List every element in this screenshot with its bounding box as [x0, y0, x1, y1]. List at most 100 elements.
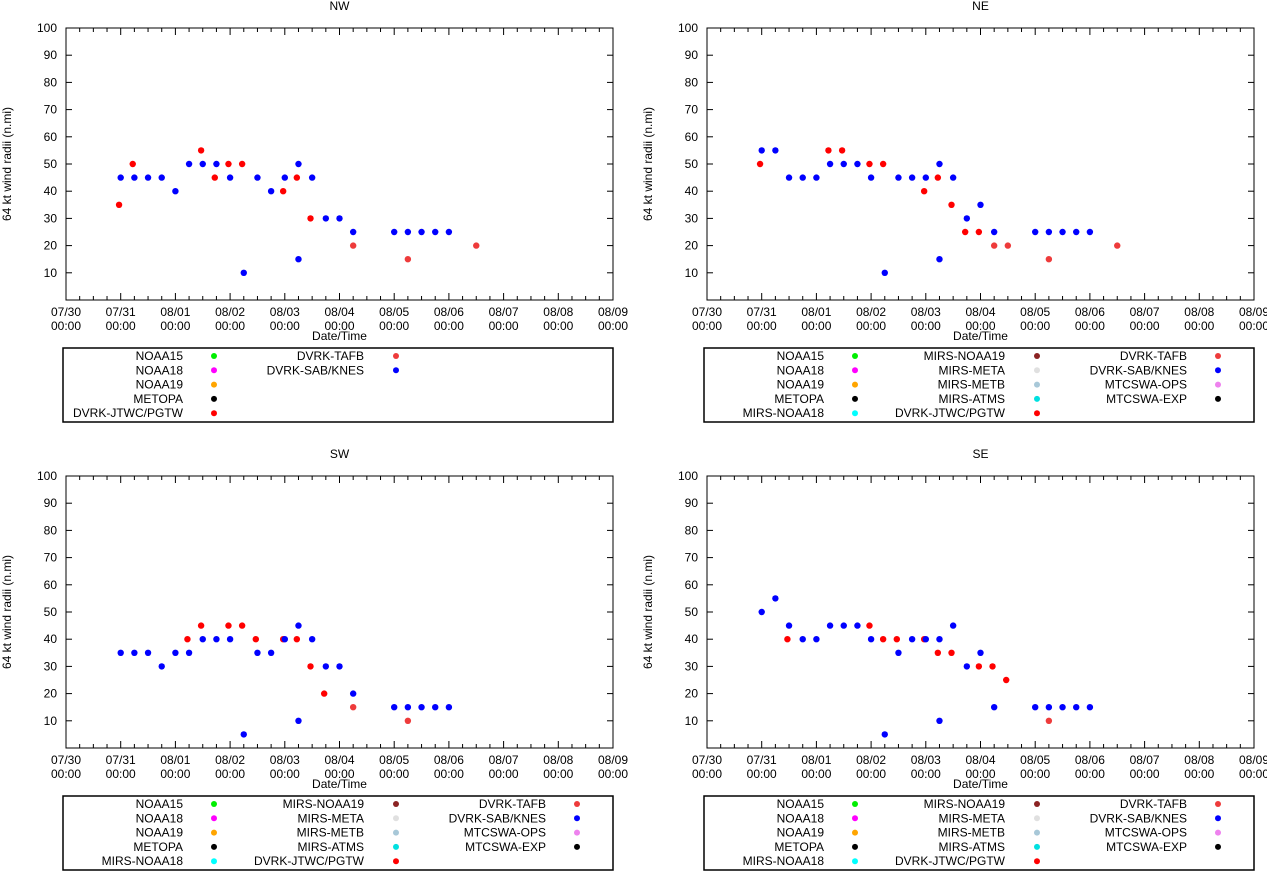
x-tick-label-time: 00:00	[1184, 319, 1214, 333]
x-tick-label-date: 08/07	[1130, 753, 1160, 767]
data-point	[211, 174, 218, 181]
x-tick-label-time: 00:00	[379, 319, 409, 333]
y-tick-label: 10	[44, 714, 58, 728]
y-tick-label: 30	[685, 211, 699, 225]
legend-label: NOAA15	[136, 797, 184, 811]
x-tick-label-time: 00:00	[160, 319, 190, 333]
legend-label: MTCSWA-EXP	[465, 840, 546, 854]
data-point	[934, 174, 942, 181]
data-point	[295, 622, 302, 629]
x-tick-label-date: 08/03	[911, 753, 941, 767]
x-tick-label-time: 00:00	[1130, 767, 1160, 781]
y-tick-label: 20	[44, 239, 58, 253]
legend-label: MIRS-NOAA19	[924, 797, 1006, 811]
legend-label: MIRS-ATMS	[298, 840, 364, 854]
legend-marker	[211, 858, 217, 865]
x-tick-label-time: 00:00	[489, 319, 519, 333]
legend-marker	[393, 858, 399, 865]
x-tick-label-date: 08/09	[1239, 753, 1267, 767]
data-point	[252, 636, 260, 643]
legend-label: MIRS-ATMS	[939, 840, 1005, 854]
y-tick-label: 90	[44, 496, 58, 510]
x-tick-label-date: 08/03	[270, 753, 300, 767]
legend-marker	[1034, 815, 1040, 822]
x-tick-label-time: 00:00	[1075, 319, 1105, 333]
x-tick-label-time: 00:00	[856, 319, 886, 333]
x-tick-label-date: 08/08	[543, 305, 573, 319]
data-point	[1004, 242, 1012, 249]
x-tick-label-time: 00:00	[434, 319, 464, 333]
y-axis-label: 64 kt wind radii (n.mi)	[641, 107, 655, 221]
data-point	[854, 622, 861, 629]
legend-marker	[852, 843, 858, 850]
x-tick-label-date: 08/09	[598, 753, 628, 767]
legend-box	[62, 347, 614, 423]
data-point	[990, 704, 998, 711]
data-point	[866, 622, 873, 629]
data-point	[117, 649, 124, 656]
data-point	[213, 636, 220, 643]
data-point	[267, 649, 275, 656]
data-point	[949, 174, 957, 181]
x-tick-label-time: 00:00	[911, 767, 941, 781]
data-point	[293, 174, 301, 181]
legend-label: MTCSWA-EXP	[1106, 840, 1187, 854]
data-point	[866, 160, 873, 168]
legend-label: MTCSWA-OPS	[1105, 378, 1187, 392]
x-tick-label-time: 00:00	[106, 767, 136, 781]
x-tick-label-date: 08/08	[1184, 753, 1214, 767]
data-point	[908, 174, 916, 181]
x-tick-label-date: 08/01	[801, 305, 831, 319]
data-point	[418, 704, 425, 711]
data-point	[838, 147, 846, 154]
legend-label: NOAA15	[777, 349, 825, 363]
legend-marker	[1215, 367, 1221, 374]
legend-label: NOAA15	[136, 349, 184, 363]
x-axis-label: Date/Time	[953, 777, 1008, 791]
data-point	[336, 215, 343, 222]
data-point	[772, 147, 779, 154]
data-point	[404, 256, 412, 263]
y-tick-label: 100	[37, 469, 57, 483]
x-tick-label-time: 00:00	[324, 767, 354, 781]
data-point	[254, 174, 261, 181]
x-tick-label-time: 00:00	[965, 767, 995, 781]
legend-marker	[852, 829, 858, 836]
legend-label: METOPA	[133, 840, 183, 854]
data-point	[934, 649, 942, 656]
legend-marker	[852, 381, 858, 388]
data-point	[1032, 228, 1039, 236]
data-point	[922, 174, 929, 181]
legend-label: MIRS-META	[298, 811, 364, 825]
data-point	[117, 174, 124, 181]
data-point	[404, 228, 412, 236]
y-tick-label: 80	[685, 523, 699, 537]
data-point	[144, 174, 152, 181]
legend-label: NOAA18	[777, 811, 825, 825]
legend-marker	[1034, 367, 1040, 374]
chart-title: NE	[972, 0, 989, 13]
y-tick-label: 30	[44, 211, 58, 225]
legend-box	[62, 795, 614, 871]
data-point	[473, 242, 480, 249]
panel-nw: NW10203040506070809010007/3000:0007/3100…	[0, 0, 628, 423]
legend-label: MTCSWA-OPS	[1105, 826, 1187, 840]
x-tick-label-date: 07/30	[51, 305, 81, 319]
data-point	[445, 704, 453, 711]
legend-label: DVRK-SAB/KNES	[1090, 811, 1187, 825]
data-point	[238, 160, 246, 168]
data-point	[432, 704, 439, 711]
data-point	[895, 174, 902, 181]
x-tick-label-date: 08/07	[1130, 305, 1160, 319]
data-point	[185, 649, 193, 656]
legend-marker	[211, 815, 217, 822]
data-point	[758, 608, 765, 616]
data-point	[197, 622, 205, 629]
data-point	[267, 188, 275, 195]
y-tick-label: 80	[44, 523, 58, 537]
data-point	[418, 228, 425, 236]
legend-marker	[574, 801, 580, 807]
x-tick-label-date: 07/30	[51, 753, 81, 767]
data-point	[240, 731, 247, 738]
x-tick-label-time: 00:00	[324, 319, 354, 333]
